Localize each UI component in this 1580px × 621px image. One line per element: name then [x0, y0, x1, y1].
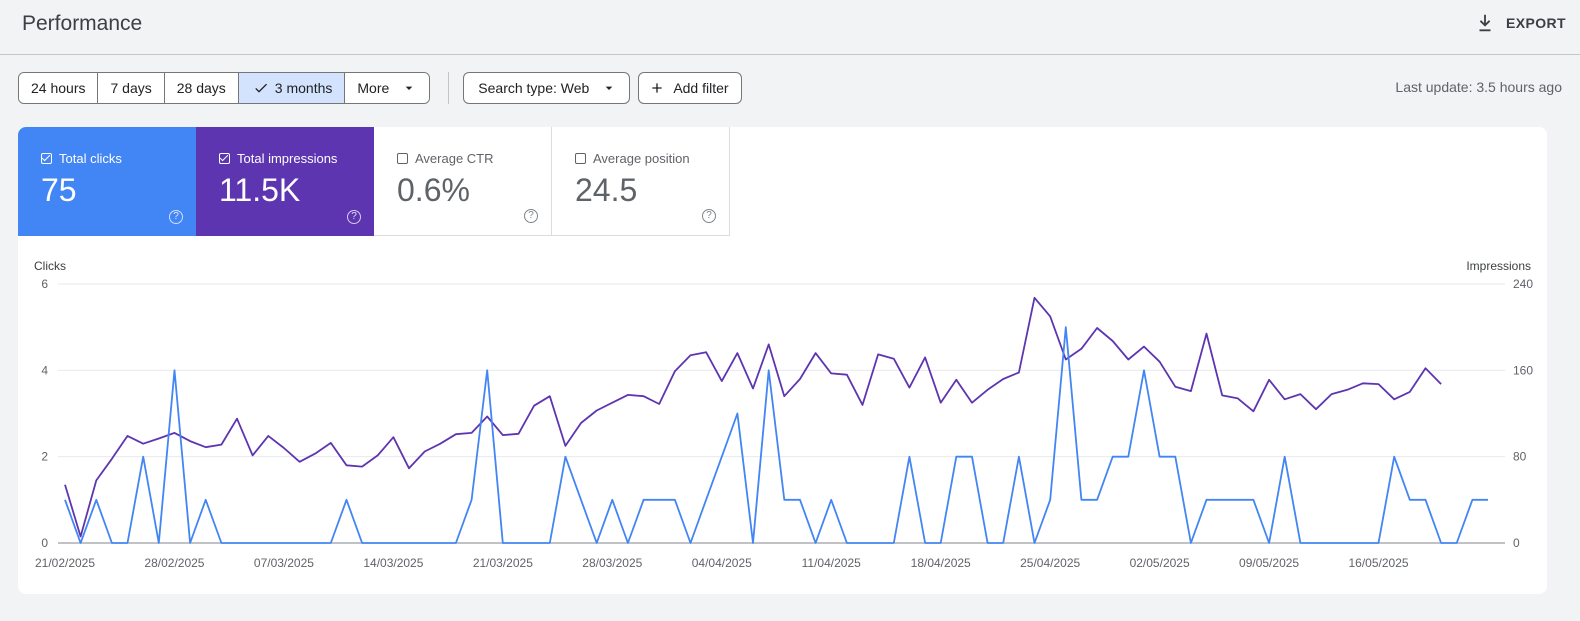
x-axis-tick-label: 04/04/2025 [692, 556, 752, 570]
left-axis-title: Clicks [34, 259, 66, 273]
x-axis-tick-label: 21/02/2025 [35, 556, 95, 570]
metric-label: Average CTR [415, 151, 494, 166]
metric-value: 75 [41, 172, 77, 208]
filter-toolbar: 24 hours 7 days 28 days 3 months More Se… [18, 72, 750, 104]
left-axis-tick-label: 2 [41, 450, 48, 464]
help-icon[interactable]: ? [524, 209, 538, 223]
metric-value: 11.5K [219, 172, 301, 208]
dropdown-arrow-icon [405, 86, 413, 90]
right-axis-tick-label: 80 [1513, 450, 1527, 464]
metric-cards: Total clicks 75 ? Total impressions 11.5… [18, 127, 730, 236]
export-button[interactable]: EXPORT [1474, 12, 1566, 34]
metric-average-ctr[interactable]: Average CTR 0.6% ? [374, 127, 552, 236]
x-axis-tick-label: 16/05/2025 [1349, 556, 1409, 570]
page-header: Performance EXPORT [0, 0, 1580, 55]
x-axis-tick-label: 18/04/2025 [911, 556, 971, 570]
performance-chart: Clicks Impressions 0 2 4 6 0 80 160 240 21/02/… [34, 259, 1533, 570]
metric-label: Total impressions [237, 151, 338, 166]
series-line-impressions [64, 296, 1442, 538]
export-label: EXPORT [1506, 15, 1566, 31]
x-axis-tick-label: 21/03/2025 [473, 556, 533, 570]
checkbox-checked-icon[interactable] [219, 153, 230, 164]
range-24-hours-button[interactable]: 24 hours [19, 73, 99, 103]
checkbox-checked-icon[interactable] [41, 153, 52, 164]
left-axis-tick-label: 6 [41, 277, 48, 291]
last-update-text: Last update: 3.5 hours ago [1395, 79, 1562, 95]
x-axis-tick-label: 07/03/2025 [254, 556, 314, 570]
right-axis-tick-label: 160 [1513, 363, 1533, 377]
checkbox-unchecked-icon[interactable] [397, 153, 408, 164]
metric-value: 0.6% [397, 172, 470, 208]
x-axis-tick-label: 14/03/2025 [363, 556, 423, 570]
x-axis-tick-label: 09/05/2025 [1239, 556, 1299, 570]
range-more-button[interactable]: More [345, 73, 430, 103]
date-range-selector: 24 hours 7 days 28 days 3 months More [18, 72, 431, 104]
x-axis-tick-label: 28/03/2025 [582, 556, 642, 570]
dropdown-arrow-icon [605, 86, 613, 90]
metric-total-clicks[interactable]: Total clicks 75 ? [18, 127, 196, 236]
plus-icon [652, 83, 662, 93]
page-title: Performance [22, 12, 143, 35]
checkmark-icon [255, 83, 267, 93]
help-icon[interactable]: ? [169, 210, 183, 224]
checkbox-unchecked-icon[interactable] [575, 153, 586, 164]
search-type-filter[interactable]: Search type: Web [463, 72, 631, 104]
right-axis-tick-label: 0 [1513, 536, 1520, 550]
series-line-clicks [64, 326, 1488, 544]
left-axis-tick-label: 4 [41, 363, 48, 377]
help-icon[interactable]: ? [702, 209, 716, 223]
metric-average-position[interactable]: Average position 24.5 ? [552, 127, 730, 236]
right-axis-tick-label: 240 [1513, 277, 1533, 291]
range-3-months-button[interactable]: 3 months [238, 73, 346, 103]
range-28-days-button[interactable]: 28 days [164, 73, 239, 103]
x-axis-tick-label: 25/04/2025 [1020, 556, 1080, 570]
right-axis-title: Impressions [1466, 259, 1531, 273]
metric-value: 24.5 [575, 172, 638, 208]
x-axis-tick-label: 28/02/2025 [144, 556, 204, 570]
x-axis-tick-label: 02/05/2025 [1130, 556, 1190, 570]
metric-label: Average position [593, 151, 690, 166]
metric-label: Total clicks [59, 151, 122, 166]
download-icon [1479, 14, 1491, 32]
toolbar-divider [448, 72, 450, 104]
range-7-days-button[interactable]: 7 days [98, 73, 165, 103]
metric-total-impressions[interactable]: Total impressions 11.5K ? [196, 127, 374, 236]
x-axis-tick-label: 11/04/2025 [802, 556, 861, 570]
add-filter-button[interactable]: Add filter [638, 72, 742, 104]
left-axis-tick-label: 0 [41, 536, 48, 550]
performance-card: Total clicks 75 ? Total impressions 11.5… [18, 127, 1547, 594]
help-icon[interactable]: ? [347, 210, 361, 224]
